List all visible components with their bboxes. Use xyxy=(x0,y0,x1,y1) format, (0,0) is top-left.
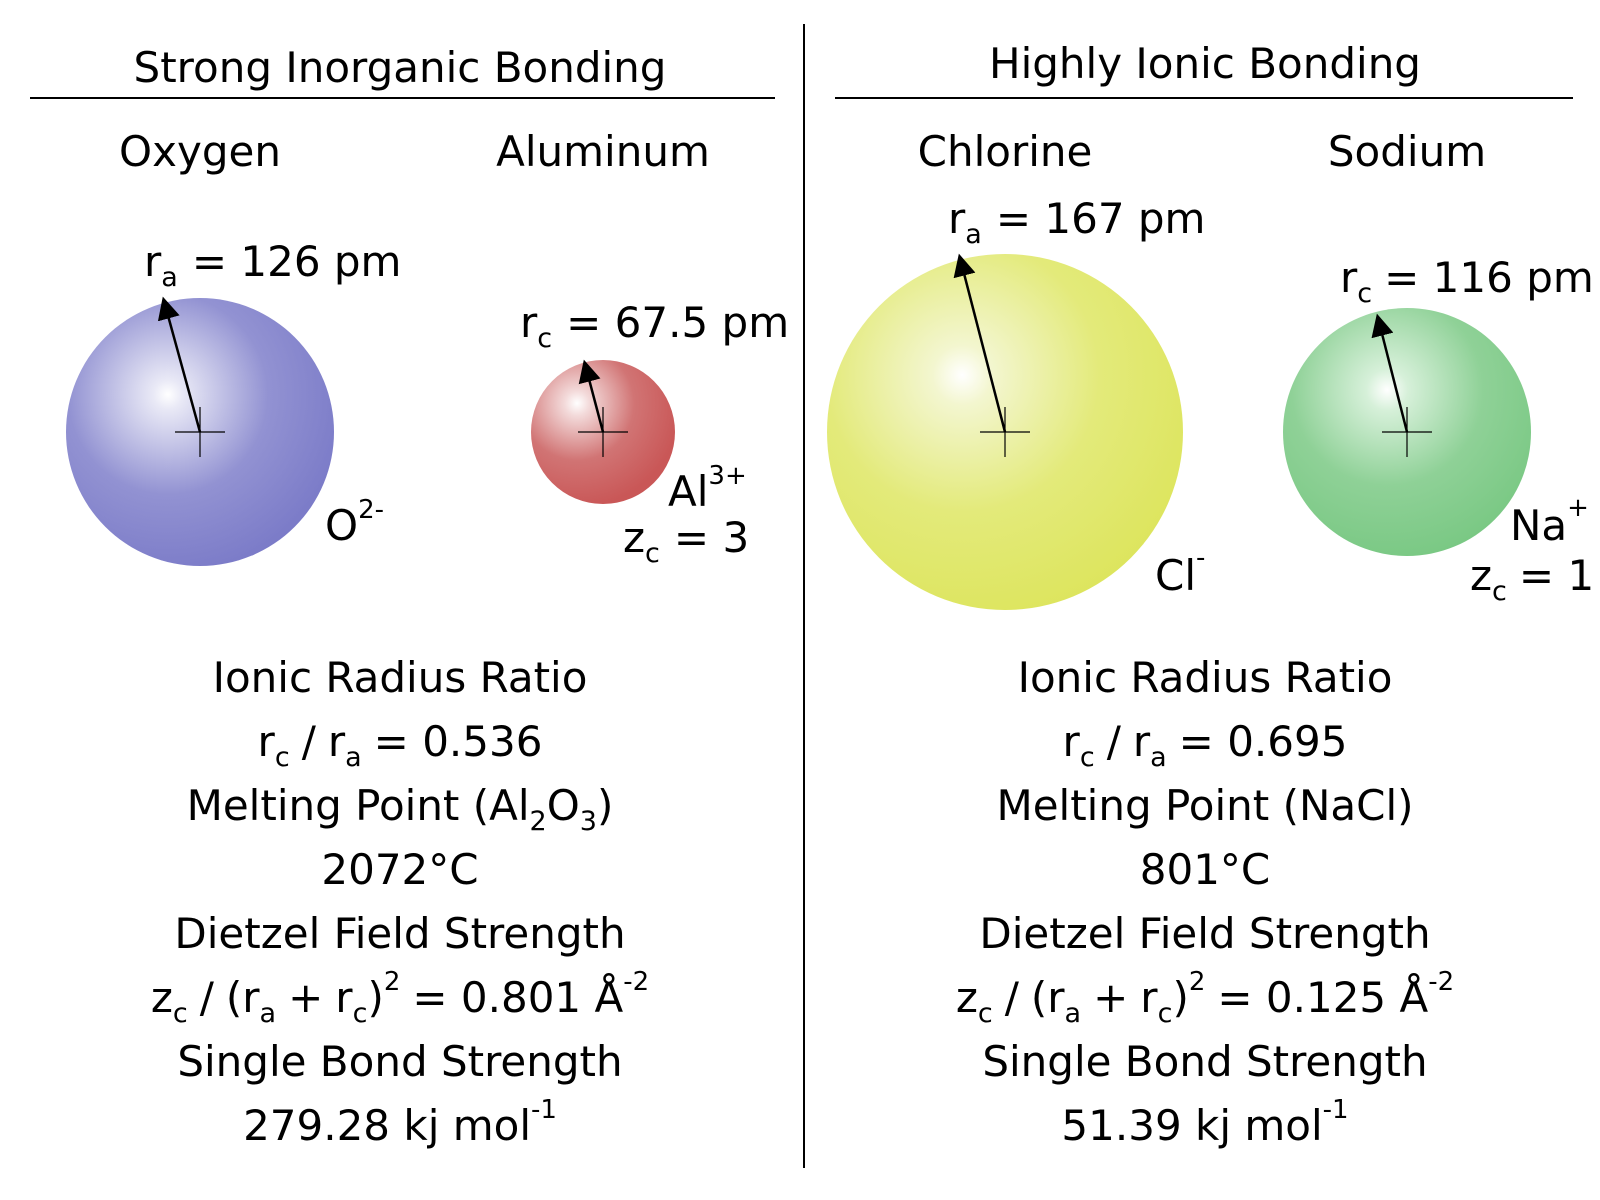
left-dietzel-title: Dietzel Field Strength xyxy=(174,909,625,958)
right-dietzel-equation: zc / (ra + rc)2 = 0.125 Å-2 xyxy=(956,967,1454,1029)
aluminum-z-label: zc = 3 xyxy=(623,513,749,569)
chlorine-ion: ra = 167 pm Cl- xyxy=(827,194,1205,610)
right-melting-title: Melting Point (NaCl) xyxy=(996,781,1413,830)
right-ratio-equation: rc / ra = 0.695 xyxy=(1063,717,1348,773)
left-properties: Ionic Radius Ratio rc / ra = 0.536 Melting … xyxy=(151,653,649,1150)
left-melting-value: 2072°C xyxy=(321,845,478,894)
right-dietzel-title: Dietzel Field Strength xyxy=(979,909,1430,958)
left-bond-value: 279.28 kj mol-1 xyxy=(243,1095,557,1150)
aluminum-ion: rc = 67.5 pm Al3+ zc = 3 xyxy=(520,298,789,569)
sodium-ion-symbol: Na+ xyxy=(1510,493,1589,550)
left-ratio-title: Ionic Radius Ratio xyxy=(213,653,588,702)
right-ratio-title: Ionic Radius Ratio xyxy=(1018,653,1393,702)
right-heading: Highly Ionic Bonding xyxy=(989,39,1421,88)
left-heading: Strong Inorganic Bonding xyxy=(134,43,667,92)
left-melting-title: Melting Point (Al2O3) xyxy=(187,781,614,837)
aluminum-radius-arrow xyxy=(578,359,605,433)
left-bond-title: Single Bond Strength xyxy=(177,1037,622,1086)
chlorine-radius-label: ra = 167 pm xyxy=(948,194,1205,250)
left-dietzel-equation: zc / (ra + rc)2 = 0.801 Å-2 xyxy=(151,967,649,1029)
sodium-label: Sodium xyxy=(1328,127,1486,176)
oxygen-label: Oxygen xyxy=(119,127,281,176)
oxygen-radius-label: ra = 126 pm xyxy=(144,237,401,293)
left-ratio-equation: rc / ra = 0.536 xyxy=(258,717,543,773)
right-bond-value: 51.39 kj mol-1 xyxy=(1061,1095,1348,1150)
sodium-ion: rc = 116 pm Na+ zc = 1 xyxy=(1283,253,1594,607)
chlorine-radius-arrow xyxy=(953,253,1007,433)
oxygen-radius-arrow xyxy=(157,296,202,433)
oxygen-ion: ra = 126 pm O2- xyxy=(66,237,401,566)
aluminum-label: Aluminum xyxy=(496,127,710,176)
right-melting-value: 801°C xyxy=(1140,845,1271,894)
chlorine-ion-symbol: Cl- xyxy=(1155,543,1205,600)
sodium-radius-label: rc = 116 pm xyxy=(1340,253,1594,309)
right-properties: Ionic Radius Ratio rc / ra = 0.695 Melting … xyxy=(956,653,1454,1150)
right-bond-title: Single Bond Strength xyxy=(982,1037,1427,1086)
oxygen-ion-symbol: O2- xyxy=(325,495,384,550)
aluminum-ion-symbol: Al3+ xyxy=(668,461,747,516)
chlorine-label: Chlorine xyxy=(918,127,1093,176)
aluminum-radius-label: rc = 67.5 pm xyxy=(520,298,789,354)
sodium-radius-arrow xyxy=(1371,313,1409,433)
sodium-z-label: zc = 1 xyxy=(1470,551,1594,607)
